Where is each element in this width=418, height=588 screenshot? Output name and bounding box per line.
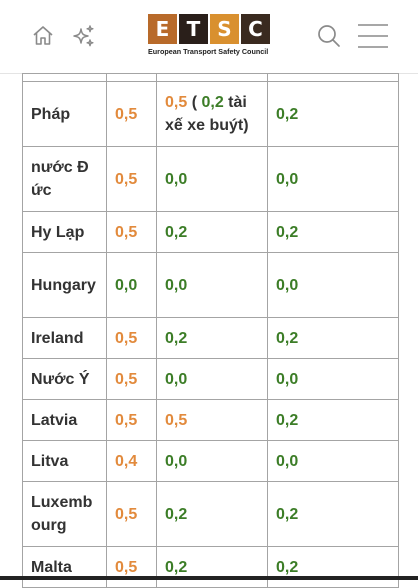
limit-professional-cell: 0,0	[267, 146, 399, 212]
limit-professional-cell: 0,2	[267, 481, 399, 547]
table-row: Litva 0,4 0,0 0,0	[22, 440, 399, 482]
bottom-edge-bar	[0, 576, 418, 580]
country-cell: Latvia	[22, 399, 107, 441]
limit-professional-cell: 0,0	[267, 440, 399, 482]
limit-value-part: 0,0	[165, 170, 188, 188]
table-row: Hungary 0,0 0,0 0,0	[22, 252, 399, 318]
logo-subtitle: European Transport Safety Council	[148, 47, 269, 56]
limit-novice-cell: 0,5	[156, 399, 268, 441]
limit-novice-cell: 0,5 ( 0,2 tài xế xe buýt)	[156, 81, 268, 147]
limit-general-cell: 0,5	[106, 481, 157, 547]
limit-value-part: 0,2	[165, 329, 188, 347]
country-cell: Hungary	[22, 252, 107, 318]
limit-value-part: 0,0	[165, 276, 188, 294]
table-row: Nước Ý 0,5 0,0 0,0	[22, 358, 399, 400]
search-icon[interactable]	[316, 23, 342, 49]
table-row: Latvia 0,5 0,5 0,2	[22, 399, 399, 441]
limit-value-part: 0,0	[165, 452, 188, 470]
limit-value-part: 0,2	[165, 558, 188, 576]
table-row-partial	[22, 73, 399, 82]
limit-professional-cell: 0,2	[267, 546, 399, 588]
country-cell: Hy Lạp	[22, 211, 107, 253]
limit-general-cell: 0,5	[106, 399, 157, 441]
menu-icon[interactable]	[357, 23, 389, 49]
limit-novice-cell: 0,2	[156, 481, 268, 547]
limit-professional-cell: 0,2	[267, 317, 399, 359]
country-cell: Malta	[22, 546, 107, 588]
country-cell: nước Đức	[22, 146, 107, 212]
country-cell: Ireland	[22, 317, 107, 359]
limit-value-part: 0,5	[165, 94, 188, 111]
limit-value-part: tài xế xe buýt)	[165, 94, 249, 134]
logo-letter: C	[241, 14, 270, 44]
limit-value-part: 0,2	[165, 223, 188, 241]
logo-letter: S	[210, 14, 239, 44]
limit-value-part: 0,5	[165, 411, 188, 429]
table-row: Hy Lạp 0,5 0,2 0,2	[22, 211, 399, 253]
limit-value-part: (	[187, 94, 202, 111]
sparkle-icon[interactable]	[71, 23, 97, 49]
limit-novice-cell: 0,0	[156, 440, 268, 482]
country-cell: Pháp	[22, 81, 107, 147]
limit-general-cell: 0,4	[106, 440, 157, 482]
limit-novice-cell: 0,2	[156, 317, 268, 359]
limit-professional-cell: 0,2	[267, 211, 399, 253]
limit-general-cell: 0,5	[106, 81, 157, 147]
country-cell: Nước Ý	[22, 358, 107, 400]
limit-general-cell: 0,5	[106, 146, 157, 212]
limit-general-cell: 0,5	[106, 546, 157, 588]
table-row: Luxembourg 0,5 0,2 0,2	[22, 481, 399, 547]
bac-limits-table-wrapper: Pháp 0,5 0,5 ( 0,2 tài xế xe buýt) 0,2 nước …	[22, 73, 399, 588]
country-cell: Luxembourg	[22, 481, 107, 547]
limit-value-part: 0,0	[165, 370, 188, 388]
limit-general-cell: 0,0	[106, 252, 157, 318]
limit-novice-cell: 0,0	[156, 358, 268, 400]
limit-professional-cell: 0,0	[267, 358, 399, 400]
limit-novice-cell: 0,2	[156, 211, 268, 253]
home-icon[interactable]	[30, 23, 56, 49]
logo-letter: E	[148, 14, 177, 44]
limit-novice-cell: 0,0	[156, 252, 268, 318]
limit-value-part: 0,2	[201, 94, 224, 111]
limit-general-cell: 0,5	[106, 317, 157, 359]
country-cell: Litva	[22, 440, 107, 482]
table-row: Pháp 0,5 0,5 ( 0,2 tài xế xe buýt) 0,2	[22, 81, 399, 147]
limit-professional-cell: 0,2	[267, 81, 399, 147]
limit-novice-cell: 0,0	[156, 146, 268, 212]
table-row: Ireland 0,5 0,2 0,2	[22, 317, 399, 359]
logo-letter: T	[179, 14, 208, 44]
limit-professional-cell: 0,2	[267, 399, 399, 441]
table-row: Malta 0,5 0,2 0,2	[22, 546, 399, 588]
limit-professional-cell: 0,0	[267, 252, 399, 318]
table-row: nước Đức 0,5 0,0 0,0	[22, 146, 399, 212]
limit-general-cell: 0,5	[106, 358, 157, 400]
bac-limits-table: Pháp 0,5 0,5 ( 0,2 tài xế xe buýt) 0,2 nước …	[22, 73, 399, 588]
limit-general-cell: 0,5	[106, 211, 157, 253]
limit-value-part: 0,2	[165, 505, 188, 523]
limit-novice-cell: 0,2	[156, 546, 268, 588]
